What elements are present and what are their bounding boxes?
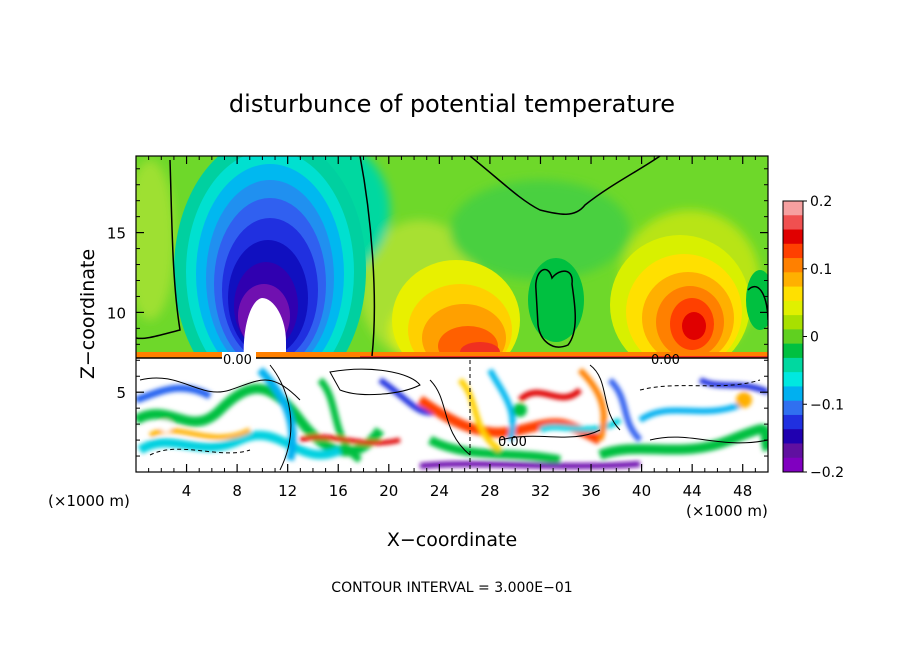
colorbar-swatch (783, 386, 803, 402)
x-tick-label: 40 (632, 482, 651, 500)
y-tick-label: 5 (116, 384, 126, 402)
x-tick-label: 4 (182, 482, 192, 500)
contour-label: 0.00 (223, 353, 252, 368)
colorbar-swatch (783, 414, 803, 430)
y-axis-label: Z−coordinate (77, 249, 99, 379)
x-tick-label: 24 (430, 482, 449, 500)
colorbar-swatch (783, 315, 803, 330)
contour-interval-text: CONTOUR INTERVAL = 3.000E−01 (331, 580, 572, 596)
colorbar-tick-label: −0.2 (810, 465, 844, 481)
x-unit-left: (×1000 m) (48, 492, 130, 510)
x-tick-label: 44 (683, 482, 702, 500)
colorbar-tick-label: −0.1 (810, 397, 844, 413)
x-unit-right: (×1000 m) (686, 502, 768, 520)
colorbar-swatch (783, 258, 803, 273)
contour-label: 0.00 (651, 353, 680, 368)
colorbar-swatch (783, 429, 803, 444)
colorbar-swatch (783, 229, 803, 245)
contour-label: 0.00 (498, 435, 527, 450)
colorbar-swatch (783, 201, 803, 216)
green-patch (528, 258, 768, 342)
colorbar-swatch (783, 272, 803, 288)
chart-title: disturbunce of potential temperature (229, 90, 675, 118)
colorbar-swatch (783, 400, 803, 416)
colorbar-swatch (783, 457, 803, 473)
colorbar-swatch (783, 215, 803, 231)
colorbar-swatch (783, 329, 803, 345)
colorbar-tick-label: 0.2 (810, 194, 832, 210)
turbulent-layer (136, 358, 768, 472)
colorbar-ticks: 0.2 0.1 0 −0.1 −0.2 (803, 194, 844, 481)
x-tick-label: 32 (531, 482, 550, 500)
colorbar-swatch (783, 286, 803, 302)
cold-column (174, 156, 366, 405)
plot-area: 0.00 0.00 0.00 (136, 156, 768, 472)
colorbar-tick-label: 0 (810, 330, 819, 346)
colorbar-swatch (783, 243, 803, 259)
x-tick-label: 8 (232, 482, 242, 500)
colorbar-swatch (783, 372, 803, 387)
colorbar-swatch (783, 443, 803, 459)
x-tick-label: 20 (379, 482, 398, 500)
y-tick-label: 15 (107, 225, 126, 243)
x-tick-label: 16 (329, 482, 348, 500)
x-tick-label: 28 (480, 482, 499, 500)
contour-labels: 0.00 0.00 0.00 (222, 352, 680, 450)
x-axis: 4 8 12 16 20 24 28 32 36 40 44 48 (148, 156, 756, 500)
x-tick-label: 36 (581, 482, 600, 500)
colorbar-swatch (783, 357, 803, 373)
colorbar-tick-label: 0.1 (810, 262, 832, 278)
x-tick-label: 48 (733, 482, 752, 500)
x-axis-label: X−coordinate (387, 529, 517, 551)
warm-anomaly-right (610, 235, 750, 375)
y-axis: 5 10 15 (107, 168, 768, 457)
y-tick-label: 10 (107, 304, 126, 322)
x-tick-label: 12 (278, 482, 297, 500)
colorbar-swatch (783, 343, 803, 359)
colorbar (782, 200, 804, 473)
colorbar-swatch (783, 300, 803, 316)
